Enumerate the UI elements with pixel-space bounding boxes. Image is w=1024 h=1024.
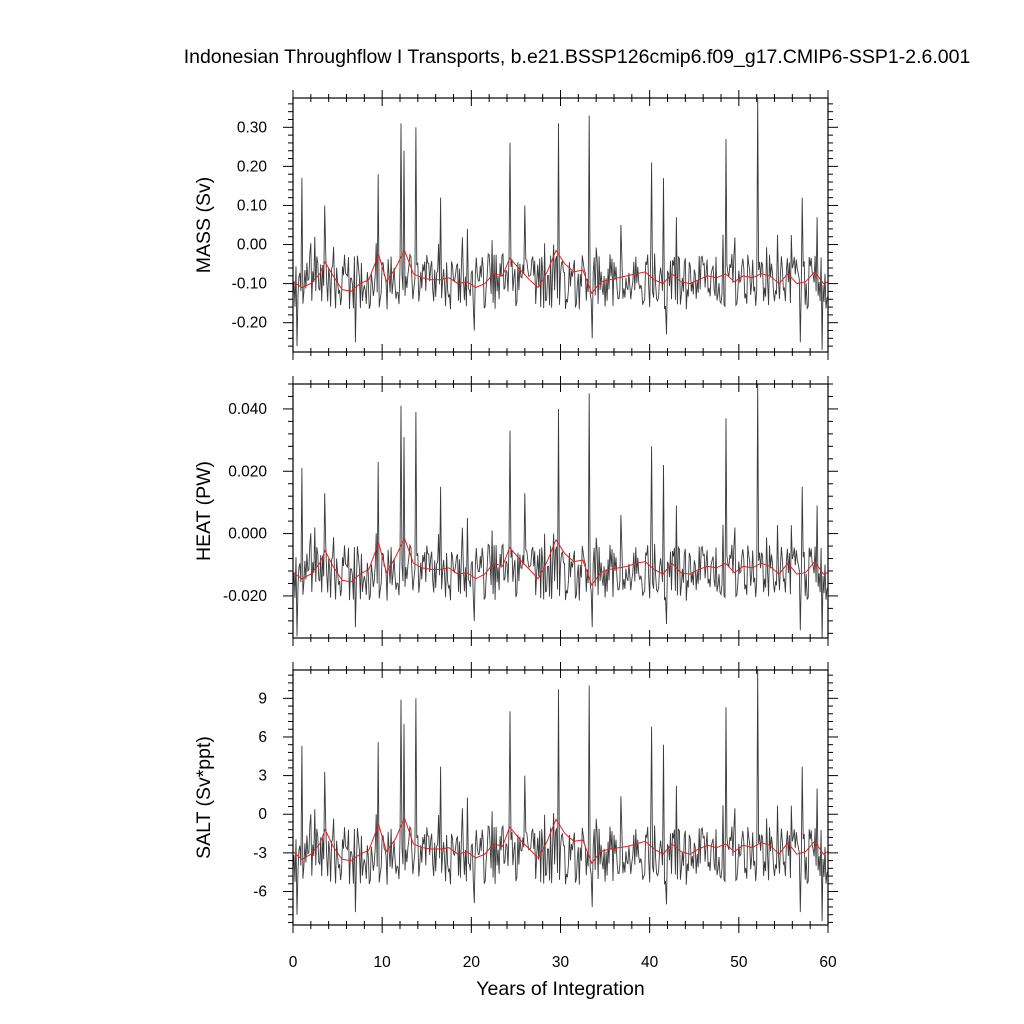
y-axis-label: SALT (Sv*ppt) — [193, 736, 215, 859]
y-axis-label: MASS (Sv) — [193, 177, 215, 273]
y-tick-label: 3 — [258, 768, 267, 785]
y-tick-label: -0.020 — [223, 588, 267, 605]
y-tick-label: -6 — [253, 884, 267, 901]
x-tick-label: 40 — [641, 954, 659, 971]
x-tick-label: 0 — [289, 954, 298, 971]
y-tick-label: -0.20 — [232, 315, 268, 332]
raw-series-line — [293, 98, 828, 351]
y-tick-label: 0 — [258, 806, 267, 823]
x-tick-label: 10 — [374, 954, 392, 971]
y-tick-label: 0.20 — [237, 158, 268, 175]
x-tick-label: 60 — [819, 954, 837, 971]
y-tick-label: 0.00 — [237, 237, 268, 254]
smoothed-series-line — [293, 537, 828, 587]
x-tick-label: 20 — [463, 954, 481, 971]
y-tick-label: 0.30 — [237, 119, 268, 136]
x-tick-label: 50 — [730, 954, 748, 971]
y-axis-label: HEAT (PW) — [193, 461, 215, 561]
raw-series-line — [293, 384, 828, 638]
y-tick-label: 6 — [258, 729, 267, 746]
heat-panel: 0.040 0.020 0.000 -0.020 HEAT (PW) — [193, 376, 838, 646]
chart-title: Indonesian Throughflow I Transports, b.e… — [183, 46, 971, 68]
smoothed-series-line — [293, 249, 828, 295]
x-tick-label: 30 — [552, 954, 570, 971]
y-tick-label: -0.10 — [232, 276, 268, 293]
y-tick-label: 9 — [258, 690, 267, 707]
raw-series-line — [293, 670, 828, 922]
smoothed-series-line — [293, 816, 828, 865]
plot-frame — [292, 97, 829, 353]
plot-frame — [292, 383, 829, 639]
plot-frame — [292, 669, 829, 926]
y-tick-label: -3 — [253, 845, 267, 862]
y-tick-label: 0.040 — [228, 401, 267, 418]
y-tick-label: 0.020 — [228, 463, 267, 480]
x-axis-label: Years of Integration — [476, 978, 644, 1000]
mass-panel: 0.30 0.20 0.10 0.00 -0.10 -0.20 MASS (Sv) — [193, 90, 838, 360]
y-tick-label: 0.000 — [228, 526, 267, 543]
y-tick-label: 0.10 — [237, 197, 268, 214]
